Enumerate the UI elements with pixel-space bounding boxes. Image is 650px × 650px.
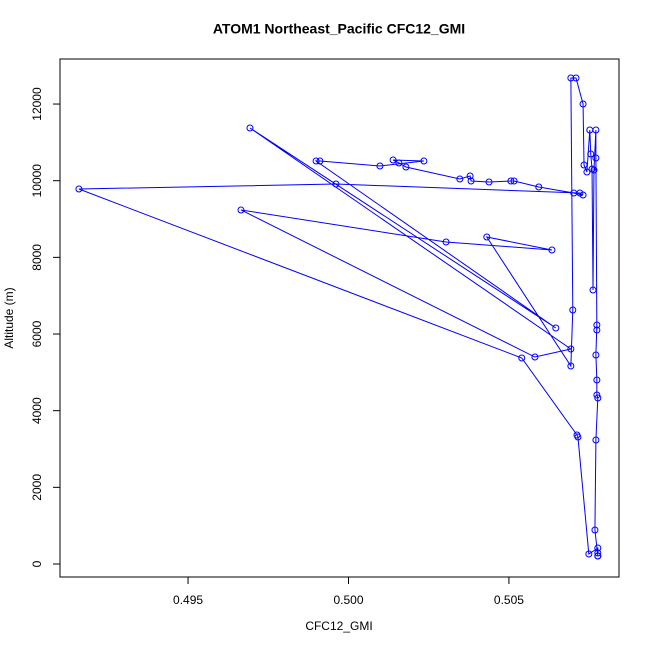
y-tick-label: 6000 (30, 320, 44, 347)
y-axis-label: Altitude (m) (2, 287, 16, 348)
x-tick-label: 0.500 (333, 593, 363, 607)
data-point (573, 431, 581, 439)
data-point (552, 324, 560, 332)
plot-frame (59, 58, 620, 578)
data-point (376, 162, 384, 170)
data-point (567, 362, 575, 370)
data-point (237, 206, 245, 214)
data-point (593, 321, 601, 329)
data-point (467, 177, 475, 185)
data-point (442, 238, 450, 246)
data-line (78, 77, 599, 557)
data-point (402, 163, 410, 171)
x-axis-label: CFC12_GMI (305, 619, 372, 633)
data-point (585, 550, 593, 558)
data-point (589, 286, 597, 294)
y-tick-label: 0 (30, 560, 44, 567)
data-point (594, 394, 602, 402)
data-point (594, 544, 602, 552)
y-tick-label: 10000 (30, 164, 44, 198)
y-tick-label: 4000 (30, 397, 44, 424)
data-point (548, 246, 556, 254)
chart-title: ATOM1 Northeast_Pacific CFC12_GMI (213, 21, 465, 37)
data-point (531, 353, 539, 361)
data-point (569, 306, 577, 314)
y-tick-label: 2000 (30, 474, 44, 501)
data-point (420, 157, 428, 165)
data-point (590, 166, 598, 174)
data-point (587, 150, 595, 158)
data-point (593, 391, 601, 399)
data-point (332, 180, 340, 188)
data-point (572, 74, 580, 82)
data-point (395, 159, 403, 167)
data-point (592, 436, 600, 444)
data-point (592, 351, 600, 359)
data-point (594, 549, 602, 557)
data-point (466, 172, 474, 180)
data-point (593, 376, 601, 384)
data-point (594, 552, 602, 560)
data-point (456, 175, 464, 183)
data-point (316, 157, 324, 165)
data-point (567, 345, 575, 353)
data-point (583, 168, 591, 176)
x-tick-label: 0.505 (494, 593, 524, 607)
data-point (246, 124, 254, 132)
data-point (593, 326, 601, 334)
y-tick-label: 8000 (30, 244, 44, 271)
data-point (518, 354, 526, 362)
data-point (579, 100, 587, 108)
data-point (570, 189, 578, 197)
data-point (507, 177, 515, 185)
data-point (535, 183, 543, 191)
x-tick-label: 0.495 (173, 593, 203, 607)
data-point (592, 126, 600, 134)
data-point (389, 156, 397, 164)
data-point (485, 178, 493, 186)
data-point (75, 185, 83, 193)
data-point (580, 161, 588, 169)
data-point (567, 74, 575, 82)
data-point (510, 177, 518, 185)
data-point (592, 154, 600, 162)
data-point (579, 191, 587, 199)
data-point (312, 157, 320, 165)
y-tick-label: 12000 (30, 87, 44, 121)
data-point (483, 233, 491, 241)
data-point (591, 526, 599, 534)
